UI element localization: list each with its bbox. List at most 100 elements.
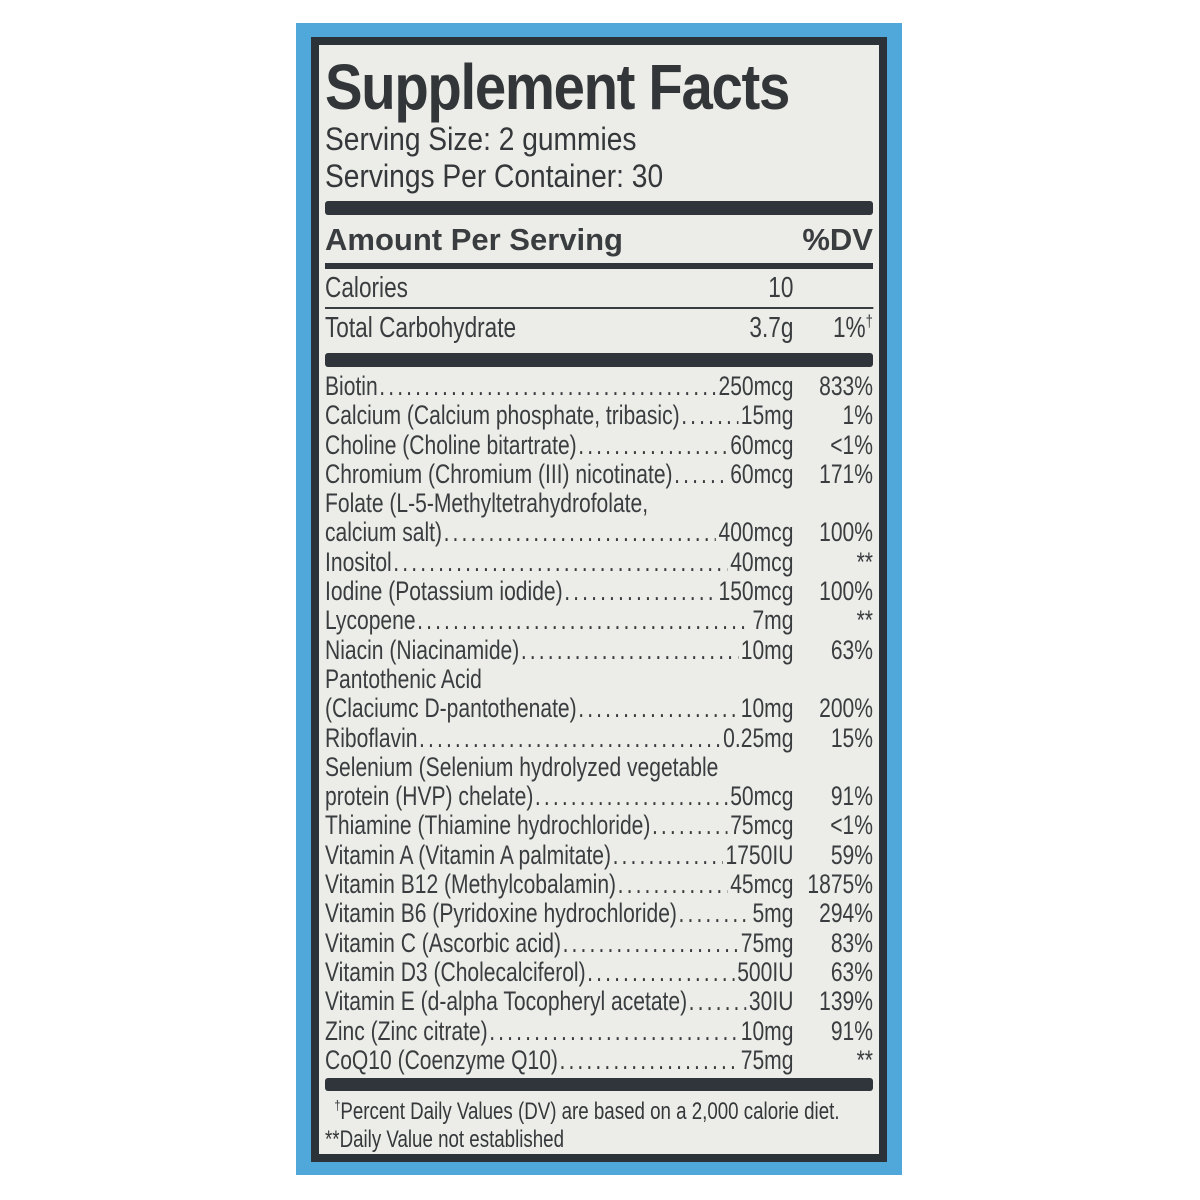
leader-dots [578, 694, 738, 723]
nutrient-line: Vitamin B6 (Pyridoxine hydrochloride) 5m… [325, 898, 873, 929]
leader-dots [419, 724, 721, 753]
nutrient-row: Chromium (Chromium (III) nicotinate) 60m… [325, 458, 873, 489]
divider-thick-top [325, 201, 873, 215]
nutrient-dv: 100% [819, 576, 873, 607]
leader-dots [489, 1017, 738, 1046]
nutrient-name: Vitamin B6 (Pyridoxine hydrochloride) [325, 898, 677, 929]
amount-per-serving-header: Amount Per Serving [325, 222, 623, 257]
footnote-asterisks: ** [325, 1126, 340, 1154]
nutrient-line: Riboflavin 0.25mg 15% [325, 722, 873, 753]
nutrient-name: Vitamin E (d-alpha Tocopheryl acetate) [325, 986, 688, 1017]
nutrient-amount: 75mcg [730, 810, 794, 841]
carb-dv-dagger: † [865, 311, 873, 331]
nutrient-name: Biotin [325, 371, 378, 401]
nutrient-name-line1: Pantothenic Acid [325, 663, 482, 694]
leader-dots [652, 811, 728, 840]
servings-per-container: Servings Per Container: 30 [325, 158, 664, 194]
calories-amount: 10 [768, 272, 794, 304]
label-blue-mat: Supplement Facts Serving Size: 2 gummies… [296, 23, 902, 1175]
divider-double [325, 263, 873, 269]
nutrient-amount: 60mcg [730, 458, 794, 489]
carb-dv-value: 1% [832, 312, 866, 344]
footnote-not-established: **Daily Value not established [325, 1126, 873, 1154]
nutrient-line: Vitamin E (d-alpha Tocopheryl acetate) 3… [325, 986, 873, 1017]
nutrient-line: Zinc (Zinc citrate) 10mg 91% [325, 1015, 873, 1046]
leader-dots [689, 987, 747, 1016]
nutrient-dv: 15% [830, 722, 873, 753]
percent-dv-header: %DV [802, 222, 873, 257]
supplement-facts-panel: Supplement Facts Serving Size: 2 gummies… [311, 37, 887, 1162]
divider-thin [325, 307, 873, 309]
total-carbohydrate-dv: 1%† [793, 311, 873, 345]
nutrient-line: Vitamin C (Ascorbic acid) 75mg 83% [325, 928, 873, 958]
nutrient-line: calcium salt) 400mcg 100% [325, 517, 873, 548]
nutrient-dv: 200% [819, 693, 873, 724]
nutrient-amount: 250mcg [718, 371, 794, 401]
nutrient-amount: 10mg [740, 1015, 794, 1046]
nutrient-dv: 294% [819, 898, 873, 929]
footnote-dagger: † [334, 1097, 341, 1114]
nutrient-dv: 91% [830, 1015, 873, 1046]
nutrient-dv: 139% [819, 986, 873, 1017]
nutrients-list: Biotin 250mcg 833% Calcium (Calcium phos… [325, 367, 873, 1075]
nutrient-line: Lycopene 7mg ** [325, 606, 873, 636]
leader-dots [535, 782, 728, 811]
footnote-ne-text: Daily Value not established [339, 1126, 565, 1154]
total-carbohydrate-amount: 3.7g [749, 312, 794, 344]
nutrient-row: Vitamin B6 (Pyridoxine hydrochloride) 5m… [325, 898, 873, 929]
nutrient-amount: 45mcg [730, 869, 794, 900]
leader-dots [559, 1046, 738, 1075]
nutrient-line: Thiamine (Thiamine hydrochloride) 75mcg … [325, 810, 873, 841]
panel-title: Supplement Facts [325, 51, 790, 123]
nutrient-row: Iodine (Potassium iodide) 150mcg 100% [325, 576, 873, 607]
nutrient-line: Vitamin D3 (Cholecalciferol) 500IU 63% [325, 957, 873, 987]
nutrient-line: (Claciumc D-pantothenate) 10mg 200% [325, 693, 873, 724]
macro-facts-block: Calories 10 Total Carbohydrate 3.7g 1%† [325, 269, 873, 347]
calories-label: Calories [325, 272, 408, 304]
nutrient-dv: 1875% [807, 869, 873, 900]
leader-dots [618, 870, 728, 899]
nutrient-row: Niacin (Niacinamide) 10mg 63% [325, 634, 873, 665]
nutrient-row: Lycopene 7mg ** [325, 606, 873, 636]
nutrient-line: Choline (Choline bitartrate) 60mcg <1% [325, 429, 873, 460]
leader-dots [674, 460, 728, 489]
nutrient-row: Selenium (Selenium hydrolyzed vegetable … [325, 752, 873, 812]
nutrient-amount: 40mcg [730, 546, 794, 577]
nutrient-row: Vitamin E (d-alpha Tocopheryl acetate) 3… [325, 986, 873, 1017]
nutrient-amount: 15mg [740, 400, 794, 431]
nutrient-amount: 5mg [752, 898, 794, 929]
nutrient-name: Calcium (Calcium phosphate, tribasic) [325, 400, 680, 431]
nutrient-amount: 60mcg [730, 429, 794, 460]
nutrient-dv: ** [856, 1044, 873, 1075]
nutrient-name: Chromium (Chromium (III) nicotinate) [325, 458, 673, 489]
serving-size: Serving Size: 2 gummies [325, 121, 637, 157]
divider-thick-mid [325, 353, 873, 367]
column-header-row: Amount Per Serving %DV [325, 215, 873, 263]
nutrient-line: CoQ10 (Coenzyme Q10) 75mg ** [325, 1044, 873, 1075]
nutrient-row: CoQ10 (Coenzyme Q10) 75mg ** [325, 1044, 873, 1075]
nutrient-line: Calcium (Calcium phosphate, tribasic) 15… [325, 400, 873, 431]
nutrient-amount: 30IU [748, 986, 794, 1017]
nutrient-name: Niacin (Niacinamide) [325, 634, 520, 665]
nutrient-name: protein (HVP) chelate) [325, 781, 534, 812]
nutrient-dv: 171% [819, 458, 873, 489]
leader-dots [578, 431, 728, 460]
nutrient-name: Inositol [325, 546, 392, 577]
leader-dots [379, 372, 716, 401]
nutrient-line: Iodine (Potassium iodide) 150mcg 100% [325, 576, 873, 607]
nutrient-name: Thiamine (Thiamine hydrochloride) [325, 810, 651, 841]
nutrient-row: Vitamin C (Ascorbic acid) 75mg 83% [325, 928, 873, 958]
nutrient-line: Inositol 40mcg ** [325, 546, 873, 577]
nutrient-name: calcium salt) [325, 517, 443, 548]
nutrient-row: Vitamin D3 (Cholecalciferol) 500IU 63% [325, 957, 873, 987]
nutrient-dv: 833% [819, 371, 873, 401]
leader-dots [681, 401, 738, 430]
leader-dots [679, 899, 751, 928]
leader-dots [613, 841, 724, 870]
nutrient-row: Zinc (Zinc citrate) 10mg 91% [325, 1015, 873, 1046]
leader-dots [564, 577, 716, 606]
nutrient-amount: 50mcg [730, 781, 794, 812]
nutrient-dv: 59% [830, 839, 873, 870]
nutrient-name: Riboflavin [325, 722, 418, 753]
nutrient-name: Vitamin B12 (Methylcobalamin) [325, 869, 617, 900]
